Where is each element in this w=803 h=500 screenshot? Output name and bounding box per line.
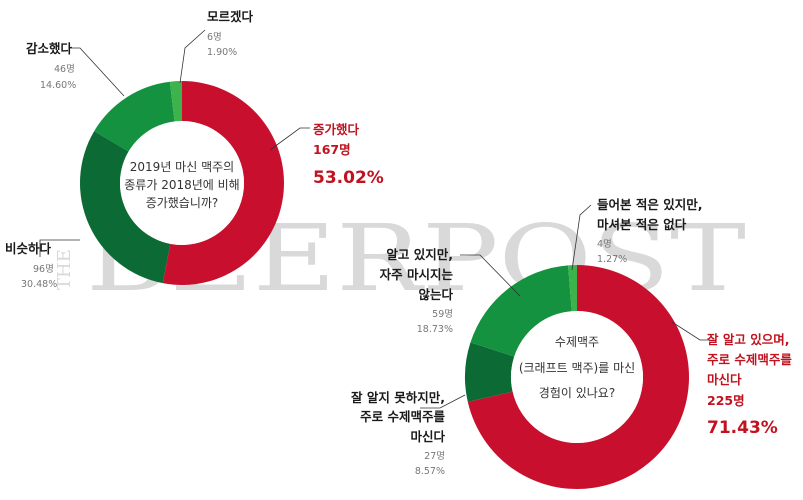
donut-chart-beer-variety-change: 2019년 마신 맥주의 종류가 2018년에 비해 증가했습니까? 모르겠다 … <box>5 9 384 290</box>
chart2-label-know-rarely-3: 않는다 <box>418 287 453 302</box>
chart2-center-line-3: 경험이 있나요? <box>539 386 615 400</box>
chart1-slice-increased <box>162 81 284 285</box>
chart1-center-line-3: 증가했습니까? <box>146 196 219 210</box>
chart1-slice-decreased <box>94 81 175 152</box>
chart1-slices <box>79 81 284 285</box>
chart2-percent-never-tried: 1.27% <box>597 254 627 265</box>
chart1-center-hole <box>120 121 244 245</box>
chart2-center-line-2: (크래프트 맥주)를 마신 <box>519 361 635 375</box>
chart1-percent-decreased: 14.60% <box>40 80 76 91</box>
chart1-count-increased: 167명 <box>313 142 351 157</box>
chart2-count-know-mainly: 225명 <box>707 393 745 408</box>
chart2-label-dont-know-mainly-1: 잘 알지 못하지만, <box>351 390 445 405</box>
chart2-leader-dont-know-mainly <box>420 394 466 409</box>
chart2-percent-dont-know-mainly: 8.57% <box>415 466 445 477</box>
chart2-count-dont-know-mainly: 27명 <box>424 451 445 462</box>
chart1-center-line-2: 종류가 2018년에 비해 <box>124 178 239 192</box>
chart1-count-decreased: 46명 <box>54 64 75 75</box>
chart2-label-know-mainly-3: 마신다 <box>707 372 742 387</box>
donut-chart-craft-beer-experience: 수제맥주 (크래프트 맥주)를 마신 경험이 있나요? 들어본 적은 있지만, … <box>351 197 792 489</box>
chart1-leader-decreased <box>70 47 125 97</box>
chart2-label-know-rarely-1: 알고 있지만, <box>386 247 453 262</box>
chart1-percent-similar: 30.48% <box>21 279 57 290</box>
chart2-percent-know-mainly: 71.43% <box>707 418 778 438</box>
chart2-slice-know-mainly <box>467 265 690 489</box>
chart1-label-similar: 비슷하다 <box>5 241 52 256</box>
chart2-slice-know-rarely <box>470 265 572 357</box>
chart1-leader-dont-know <box>179 29 206 84</box>
chart1-center-line-1: 2019년 마신 맥주의 <box>130 160 234 174</box>
watermark-small: THE <box>54 249 75 290</box>
chart2-slice-dont-know-mainly <box>465 342 515 402</box>
chart2-center-line-1: 수제맥주 <box>555 335 599 349</box>
chart2-label-know-mainly-1: 잘 알고 있으며, <box>707 332 789 347</box>
chart2-leader-never-tried <box>571 204 592 271</box>
chart2-label-never-tried-1: 들어본 적은 있지만, <box>597 197 702 212</box>
chart1-count-dont-know: 6명 <box>207 32 222 43</box>
chart2-leader-know-mainly <box>671 321 710 341</box>
chart2-label-never-tried-2: 마셔본 적은 없다 <box>597 217 687 232</box>
chart2-count-know-rarely: 59명 <box>432 309 453 320</box>
chart1-label-dont-know: 모르겠다 <box>207 9 254 24</box>
chart2-slices <box>465 265 690 489</box>
chart2-label-dont-know-mainly-2: 주로 수제맥주를 <box>360 409 445 424</box>
chart1-label-increased: 증가했다 <box>313 122 360 137</box>
chart2-label-know-rarely-2: 자주 마시지는 <box>380 267 454 282</box>
chart2-label-dont-know-mainly-3: 마신다 <box>410 429 445 444</box>
chart1-percent-dont-know: 1.90% <box>207 47 237 58</box>
chart2-count-never-tried: 4명 <box>597 239 612 250</box>
chart1-count-similar: 96명 <box>33 264 54 275</box>
chart2-slice-never-tried <box>568 265 577 312</box>
chart2-center-hole <box>511 311 643 443</box>
chart1-label-decreased: 감소했다 <box>26 41 73 56</box>
chart2-label-know-mainly-2: 주로 수제맥주를 <box>707 352 792 367</box>
chart2-leader-know-rarely <box>460 254 521 297</box>
chart2-percent-know-rarely: 18.73% <box>417 324 453 335</box>
chart1-leader-similar <box>39 239 80 257</box>
chart1-slice-similar <box>79 131 171 284</box>
chart1-percent-increased: 53.02% <box>313 168 384 188</box>
chart1-slice-dont-know <box>169 81 182 122</box>
chart1-leader-increased <box>269 127 310 151</box>
